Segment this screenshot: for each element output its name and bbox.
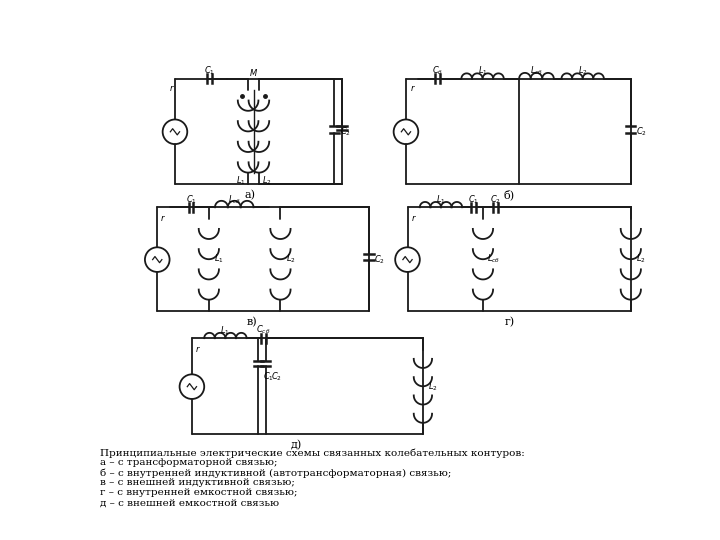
- Text: Принципиальные электрические схемы связанных колебательных контуров:: Принципиальные электрические схемы связа…: [99, 448, 524, 458]
- Text: $L_2$: $L_2$: [577, 65, 588, 77]
- Text: $C_1$: $C_1$: [186, 193, 197, 206]
- Text: $C_б$: $C_б$: [432, 65, 444, 77]
- Text: $L_2$: $L_2$: [286, 253, 295, 266]
- Text: б): б): [504, 190, 515, 200]
- Text: $C_2$: $C_2$: [374, 253, 385, 266]
- Text: $M$: $M$: [249, 67, 258, 78]
- Text: $r$: $r$: [195, 344, 201, 354]
- Text: $L_2$: $L_2$: [636, 253, 646, 266]
- Text: г): г): [505, 317, 515, 327]
- Text: $L_{cб}$: $L_{cб}$: [530, 65, 543, 77]
- Text: $L_1$: $L_1$: [214, 253, 224, 266]
- Text: $L_2$: $L_2$: [261, 174, 271, 186]
- Text: а – с трансформаторной связью;: а – с трансформаторной связью;: [99, 458, 277, 467]
- Text: $L_1$: $L_1$: [220, 324, 230, 337]
- Text: $L_2$: $L_2$: [428, 380, 438, 393]
- Text: в – с внешней индуктивной связью;: в – с внешней индуктивной связью;: [99, 478, 294, 487]
- Text: д): д): [290, 440, 302, 450]
- Text: $C_2$: $C_2$: [636, 125, 647, 138]
- Text: д – с внешней емкостной связью: д – с внешней емкостной связью: [99, 498, 279, 507]
- Text: $C_2$: $C_2$: [271, 370, 282, 383]
- Text: г – с внутренней емкостной связью;: г – с внутренней емкостной связью;: [99, 488, 297, 497]
- Text: $C_{cб}$: $C_{cб}$: [256, 323, 271, 336]
- Text: $C_2$: $C_2$: [341, 125, 351, 138]
- Text: $L_1$: $L_1$: [235, 174, 246, 186]
- Text: $C_1$: $C_1$: [264, 370, 274, 383]
- Text: в): в): [246, 317, 257, 327]
- Text: $r$: $r$: [410, 213, 416, 223]
- Text: $L_{cб}$: $L_{cб}$: [228, 193, 241, 206]
- Text: $r$: $r$: [161, 213, 166, 223]
- Text: $L_{cб}$: $L_{cб}$: [487, 253, 500, 266]
- Text: $r$: $r$: [168, 83, 175, 93]
- Text: $C_2$: $C_2$: [490, 193, 501, 206]
- Text: б – с внутренней индуктивной (автотрансформаторная) связью;: б – с внутренней индуктивной (автотрансф…: [99, 468, 451, 478]
- Text: $L_1$: $L_1$: [477, 65, 487, 77]
- Text: $C_1$: $C_1$: [204, 65, 215, 77]
- Text: а): а): [244, 190, 255, 200]
- Text: $r$: $r$: [410, 83, 415, 93]
- Text: $L_1$: $L_1$: [436, 193, 446, 206]
- Text: $C_1$: $C_1$: [468, 193, 480, 206]
